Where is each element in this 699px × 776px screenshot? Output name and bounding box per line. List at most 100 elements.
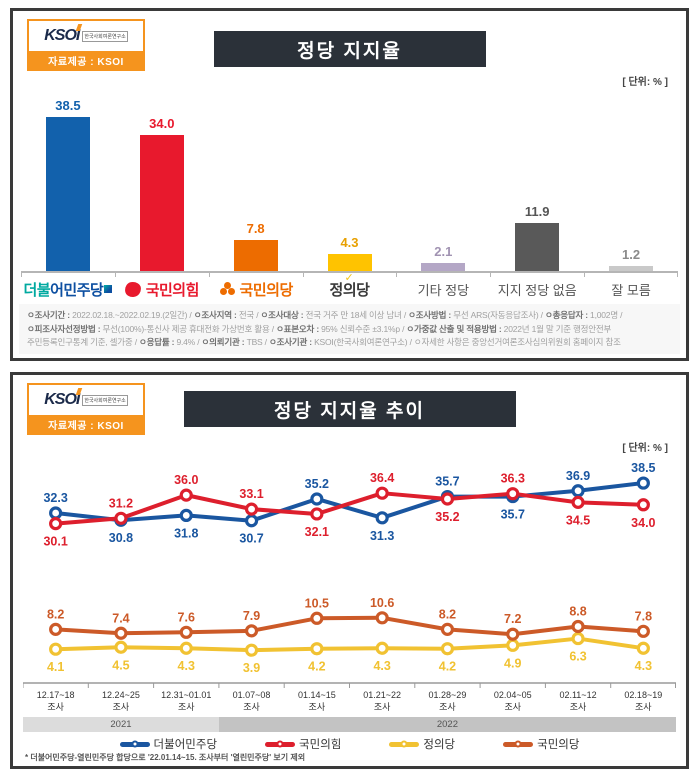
- data-label: 4.2: [308, 660, 325, 674]
- data-point: [375, 511, 389, 525]
- category-잘 모름: 잘 모름: [611, 282, 651, 298]
- panel1-unit-label: [ 단위: % ]: [622, 77, 668, 88]
- data-point: [506, 627, 520, 641]
- data-point: [244, 502, 259, 516]
- ksoi-logo-top: KSOI 한국사회여론연구소: [29, 21, 143, 51]
- data-point: [310, 507, 324, 521]
- bar-value-label: 11.9: [524, 204, 550, 220]
- data-label: 4.3: [373, 659, 390, 673]
- party-approval-panel: KSOI 한국사회여론연구소 자료제공 : KSOI 정당 지지율 [ 단위: …: [10, 8, 689, 361]
- data-label: 4.3: [178, 659, 195, 673]
- bar-국민의당: [233, 239, 278, 271]
- data-point: [244, 624, 259, 638]
- axis-tick: [584, 271, 586, 277]
- bar-value-label: 7.8: [246, 220, 265, 236]
- data-point: [179, 625, 193, 639]
- x-label: 12.17~18 조사: [36, 690, 75, 713]
- bar-value-label: 38.5: [55, 98, 81, 113]
- data-point: [506, 487, 520, 501]
- x-label: 12.24~25 조사: [102, 690, 140, 713]
- ppp-logo-icon: [123, 280, 142, 298]
- data-point: [375, 611, 389, 625]
- data-point: [636, 641, 650, 655]
- data-point: [571, 631, 585, 646]
- ksoi-brand: KSOI: [44, 391, 80, 408]
- data-label: 7.8: [635, 609, 652, 623]
- data-label: 36.0: [174, 473, 198, 487]
- ksoi-provider-label: 자료제공 : KSOI: [29, 415, 143, 433]
- bar-value-label: 4.3: [340, 234, 359, 250]
- data-label: 32.3: [43, 491, 67, 505]
- bar-value-label: 2.1: [434, 243, 453, 259]
- x-label: 02.04~05 조사: [493, 690, 532, 713]
- data-point: [49, 622, 63, 636]
- data-point: [440, 622, 455, 636]
- x-label: 02.11~12 조사: [559, 690, 597, 713]
- data-point: [114, 626, 128, 640]
- bar-더불어민주당: [45, 117, 90, 271]
- data-point: [636, 476, 650, 490]
- year-band-2022: 2022: [218, 717, 676, 732]
- data-label: 34.0: [631, 516, 655, 530]
- panel2-unit-label: [ 단위: % ]: [622, 443, 668, 454]
- data-point: [571, 484, 585, 498]
- data-label: 31.3: [370, 529, 394, 543]
- category-더불어민주당: 더불 어민주당: [21, 275, 115, 303]
- data-label: 34.5: [566, 513, 590, 527]
- ksoi-brand-subtitle: 한국사회여론연구소: [82, 30, 128, 42]
- ksoi-logo-top: KSOI 한국사회여론연구소: [29, 385, 143, 415]
- x-label: 12.31~01.01 조사: [161, 690, 212, 713]
- data-point: [49, 506, 63, 520]
- legend-marker-icon: [265, 740, 296, 748]
- category-국민의힘: 국민의힘: [115, 275, 209, 303]
- year-bands: 2021 2022: [23, 717, 676, 732]
- data-label: 36.4: [370, 471, 394, 485]
- data-point: [310, 642, 324, 656]
- trend-footnote: * 더불어민주당-열린민주당 합당으로 '22.01.14~15. 조사부터 '…: [25, 753, 306, 762]
- data-label: 10.5: [305, 596, 329, 610]
- data-point: [179, 508, 193, 523]
- data-point: [375, 641, 389, 655]
- ksoi-logo: KSOI 한국사회여론연구소 자료제공 : KSOI: [27, 19, 145, 71]
- x-label: 01.21~22 조사: [363, 690, 402, 713]
- line-국민의당: [53, 615, 646, 637]
- survey-footnote-line: ㅇ조사기간 : 2022.02.18.~2022.02.19.(2일간) / ㅇ…: [27, 310, 623, 321]
- bar-기타 정당: [421, 262, 466, 271]
- ksoi-brand-subtitle: 한국사회여론연구소: [82, 394, 128, 406]
- data-label: 3.9: [243, 661, 260, 675]
- data-point: [375, 486, 389, 500]
- data-point: [636, 498, 650, 512]
- data-label: 35.2: [435, 510, 459, 524]
- axis-tick: [21, 271, 22, 277]
- data-point: [114, 511, 128, 525]
- category-기타 정당: 기타 정당: [417, 282, 470, 298]
- data-point: [310, 611, 324, 625]
- survey-footnote-line: ㅇ피조사자선정방법 : 무선(100%)-통신사 제공 휴대전화 가상번호 활용…: [27, 323, 612, 334]
- data-point: [49, 517, 63, 531]
- data-point: [440, 642, 455, 656]
- survey-footnote-line: 주민등록인구통계 기준, 셀가중 / ㅇ응답률 : 9.4% / ㅇ의뢰기관 :…: [27, 336, 621, 347]
- data-point: [440, 492, 455, 506]
- trend-x-axis-labels: 12.17~18 조사 12.24~25 조사 12.31~01.01 조사 01.07~0…: [23, 689, 676, 713]
- data-label: 30.7: [239, 532, 263, 546]
- data-point: [179, 488, 193, 502]
- ksoi-logo: KSOI 한국사회여론연구소 자료제공 : KSOI: [27, 383, 145, 435]
- x-label: 02.18~19 조사: [624, 690, 663, 713]
- jp-check-icon: ✓: [344, 271, 354, 284]
- panel1-title: 정당 지지율: [213, 31, 486, 67]
- x-label: 01.07~08 조사: [232, 690, 271, 713]
- axis-tick: [114, 271, 116, 277]
- data-label: 4.3: [635, 659, 652, 673]
- category-정의당: 정의당 ✓: [329, 271, 370, 299]
- legend-item-국민의당: 국민의당: [503, 736, 579, 752]
- data-label: 4.5: [112, 658, 129, 672]
- data-label: 36.9: [566, 469, 590, 483]
- legend-item-더불어민주당: 더불어민주당: [119, 736, 217, 752]
- line-더불어민주당: [53, 481, 646, 523]
- data-label: 6.3: [569, 650, 586, 664]
- bar-국민의힘: [139, 135, 184, 271]
- bar-value-label: 1.2: [622, 247, 641, 263]
- legend-marker-icon: [389, 740, 420, 748]
- data-label: 30.8: [109, 531, 133, 545]
